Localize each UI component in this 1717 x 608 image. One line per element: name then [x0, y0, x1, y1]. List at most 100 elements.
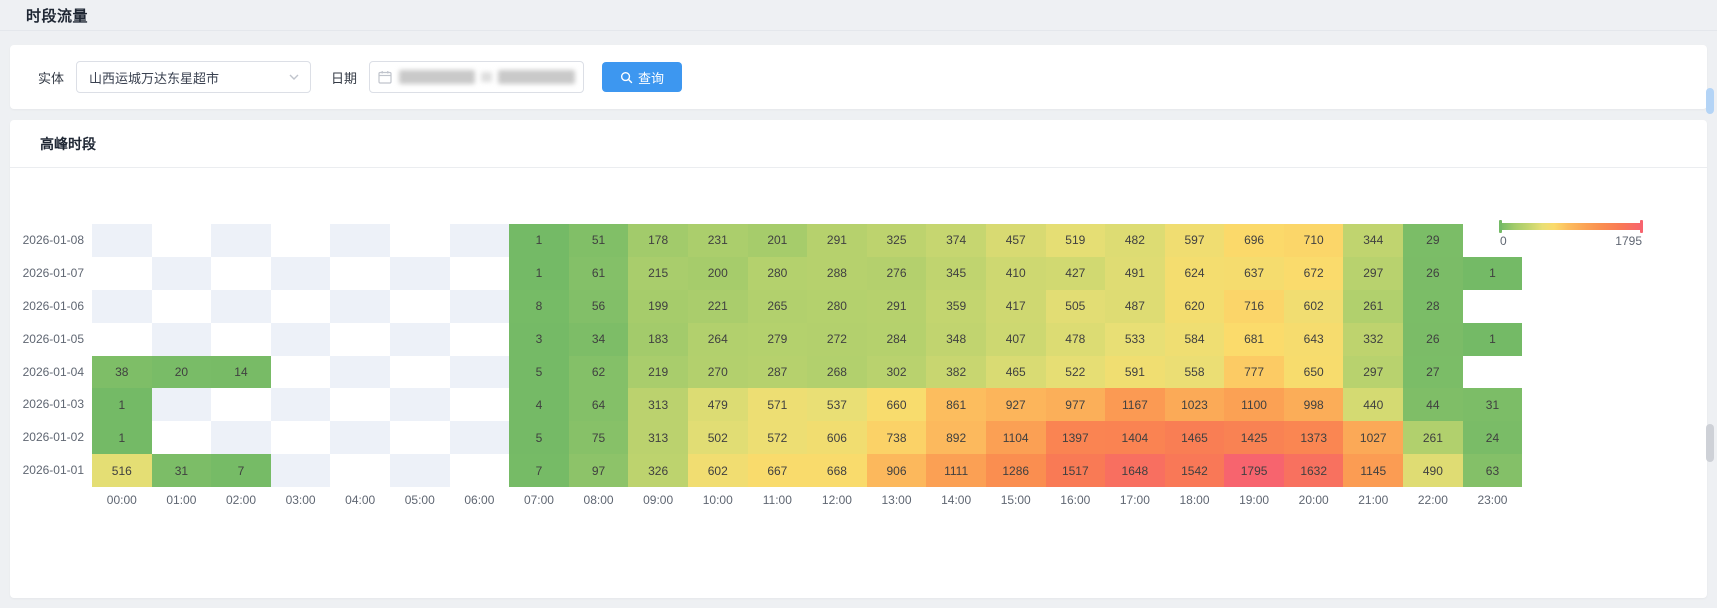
- color-gradient-bar[interactable]: [1499, 220, 1643, 233]
- heatmap-cell[interactable]: 1100: [1224, 388, 1284, 422]
- heatmap-cell[interactable]: 221: [687, 289, 748, 323]
- heatmap-cell[interactable]: 38: [92, 355, 152, 389]
- heatmap-cell[interactable]: 696: [1224, 224, 1284, 257]
- heatmap-cell[interactable]: [270, 355, 331, 389]
- heatmap-cell[interactable]: 1: [509, 224, 569, 257]
- heatmap-cell[interactable]: 63: [1462, 454, 1523, 488]
- heatmap-cell[interactable]: 24: [1462, 421, 1523, 455]
- heatmap-cell[interactable]: [330, 322, 390, 356]
- heatmap-cell[interactable]: 276: [866, 256, 927, 290]
- heatmap-cell[interactable]: 291: [807, 224, 867, 257]
- heatmap-cell[interactable]: 1795: [1224, 454, 1284, 488]
- heatmap-cell[interactable]: 268: [807, 355, 867, 389]
- heatmap-cell[interactable]: 427: [1045, 256, 1106, 290]
- heatmap-cell[interactable]: 261: [1343, 289, 1404, 323]
- heatmap-cell[interactable]: 650: [1283, 355, 1344, 389]
- heatmap-cell[interactable]: 927: [985, 388, 1046, 422]
- heatmap-cell[interactable]: 313: [628, 388, 688, 422]
- heatmap-cell[interactable]: 1111: [926, 454, 986, 488]
- heatmap-cell[interactable]: 270: [687, 355, 748, 389]
- heatmap-cell[interactable]: [449, 256, 510, 290]
- heatmap-cell[interactable]: 14: [211, 355, 271, 389]
- heatmap-cell[interactable]: 280: [747, 256, 808, 290]
- heatmap-cell[interactable]: 97: [568, 454, 629, 488]
- heatmap-cell[interactable]: 1648: [1105, 454, 1165, 488]
- heatmap-cell[interactable]: 410: [985, 256, 1046, 290]
- heatmap-cell[interactable]: 261: [1403, 421, 1463, 455]
- heatmap-cell[interactable]: 602: [1283, 289, 1344, 323]
- heatmap-cell[interactable]: [211, 256, 271, 290]
- heatmap-cell[interactable]: [330, 388, 390, 422]
- heatmap-cell[interactable]: [151, 224, 212, 257]
- heatmap-cell[interactable]: 7: [211, 454, 271, 488]
- query-button[interactable]: 查询: [602, 62, 683, 92]
- heatmap-cell[interactable]: 7: [509, 454, 569, 488]
- heatmap-cell[interactable]: [389, 355, 450, 389]
- heatmap-cell[interactable]: 1: [509, 256, 569, 290]
- heatmap-cell[interactable]: 1145: [1343, 454, 1404, 488]
- heatmap-cell[interactable]: [389, 388, 450, 422]
- heatmap-cell[interactable]: 620: [1164, 289, 1225, 323]
- heatmap-cell[interactable]: 345: [926, 256, 986, 290]
- heatmap-cell[interactable]: 558: [1164, 355, 1225, 389]
- heatmap-cell[interactable]: 75: [568, 421, 629, 455]
- heatmap-cell[interactable]: 51: [568, 224, 629, 257]
- heatmap-cell[interactable]: [449, 289, 510, 323]
- heatmap-cell[interactable]: 264: [687, 322, 748, 356]
- scrollbar-thumb[interactable]: [1706, 424, 1714, 462]
- heatmap-cell[interactable]: 3: [509, 322, 569, 356]
- heatmap-cell[interactable]: [151, 322, 212, 356]
- heatmap-cell[interactable]: 479: [687, 388, 748, 422]
- heatmap-cell[interactable]: [211, 289, 271, 323]
- scrollbar-thumb[interactable]: [1706, 88, 1714, 114]
- heatmap-cell[interactable]: 519: [1045, 224, 1106, 257]
- heatmap-cell[interactable]: 178: [628, 224, 688, 257]
- heatmap-cell[interactable]: [92, 256, 152, 290]
- heatmap-cell[interactable]: [330, 355, 390, 389]
- heatmap-cell[interactable]: 522: [1045, 355, 1106, 389]
- heatmap-cell[interactable]: 482: [1105, 224, 1165, 257]
- heatmap-cell[interactable]: [449, 421, 510, 455]
- heatmap-cell[interactable]: 302: [866, 355, 927, 389]
- heatmap-cell[interactable]: 183: [628, 322, 688, 356]
- heatmap-cell[interactable]: 344: [1343, 224, 1404, 257]
- heatmap-cell[interactable]: 487: [1105, 289, 1165, 323]
- entity-select[interactable]: 山西运城万达东星超市: [76, 61, 312, 93]
- legend-min-handle[interactable]: [1499, 220, 1502, 233]
- heatmap-cell[interactable]: 672: [1283, 256, 1344, 290]
- heatmap-cell[interactable]: 478: [1045, 322, 1106, 356]
- heatmap-cell[interactable]: 291: [866, 289, 927, 323]
- heatmap-cell[interactable]: 5: [509, 355, 569, 389]
- heatmap-cell[interactable]: 61: [568, 256, 629, 290]
- heatmap-cell[interactable]: 637: [1224, 256, 1284, 290]
- heatmap-cell[interactable]: 31: [1462, 388, 1523, 422]
- heatmap-cell[interactable]: 265: [747, 289, 808, 323]
- heatmap-cell[interactable]: [211, 388, 271, 422]
- heatmap-cell[interactable]: [270, 322, 331, 356]
- heatmap-cell[interactable]: 502: [687, 421, 748, 455]
- heatmap-cell[interactable]: 667: [747, 454, 808, 488]
- heatmap-cell[interactable]: 1286: [985, 454, 1046, 488]
- heatmap-cell[interactable]: 284: [866, 322, 927, 356]
- heatmap-cell[interactable]: 584: [1164, 322, 1225, 356]
- heatmap-cell[interactable]: 440: [1343, 388, 1404, 422]
- heatmap-cell[interactable]: 490: [1403, 454, 1463, 488]
- heatmap-cell[interactable]: 20: [151, 355, 212, 389]
- heatmap-cell[interactable]: [389, 256, 450, 290]
- heatmap-cell[interactable]: [449, 355, 510, 389]
- heatmap-cell[interactable]: [211, 322, 271, 356]
- heatmap-cell[interactable]: 28: [1403, 289, 1463, 323]
- heatmap-cell[interactable]: 326: [628, 454, 688, 488]
- heatmap-cell[interactable]: 31: [151, 454, 212, 488]
- heatmap-cell[interactable]: 892: [926, 421, 986, 455]
- heatmap-cell[interactable]: 668: [807, 454, 867, 488]
- heatmap-cell[interactable]: 591: [1105, 355, 1165, 389]
- heatmap-cell[interactable]: 407: [985, 322, 1046, 356]
- heatmap-cell[interactable]: 1: [1462, 256, 1523, 290]
- heatmap-cell[interactable]: 1027: [1343, 421, 1404, 455]
- heatmap-cell[interactable]: [92, 224, 152, 257]
- heatmap-cell[interactable]: [389, 421, 450, 455]
- heatmap-cell[interactable]: 348: [926, 322, 986, 356]
- heatmap-cell[interactable]: 571: [747, 388, 808, 422]
- heatmap-cell[interactable]: [270, 256, 331, 290]
